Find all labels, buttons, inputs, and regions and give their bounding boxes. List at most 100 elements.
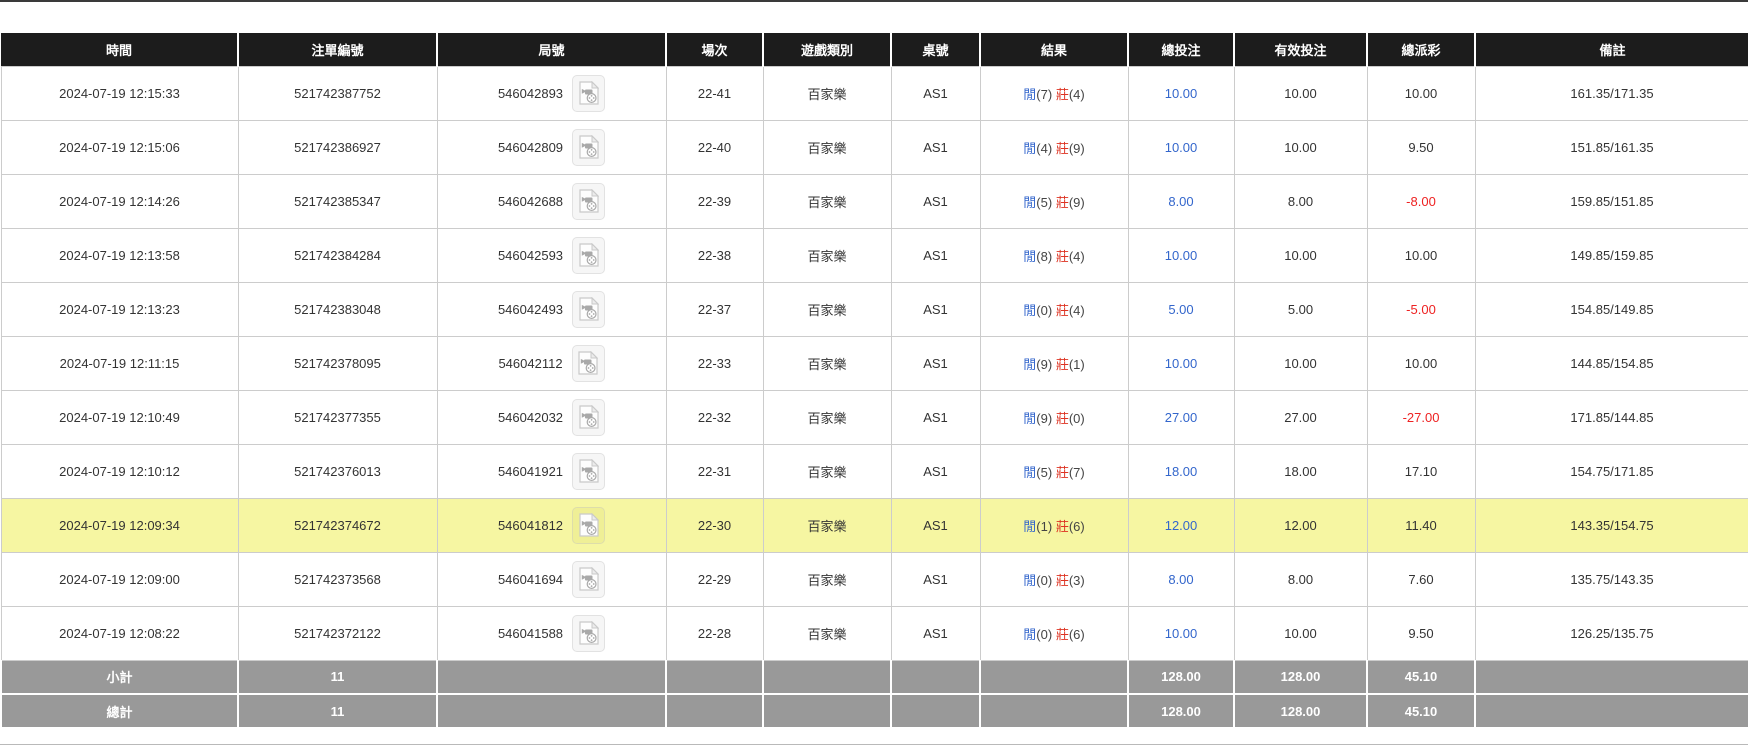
- round-id-value: 546042809: [497, 139, 564, 155]
- cell-round-id: 546042493: [436, 281, 667, 337]
- video-replay-button[interactable]: [572, 506, 606, 544]
- result-player-label: 閒: [1023, 572, 1037, 588]
- result-banker-label: 莊: [1055, 464, 1069, 480]
- cell-session: 22-29: [665, 551, 764, 607]
- result-banker-label: 莊: [1055, 194, 1069, 210]
- result-player-label: 閒: [1023, 140, 1037, 156]
- video-replay-button[interactable]: [571, 344, 605, 382]
- table-row: 2024-07-19 12:13:23 521742383048 5460424…: [0, 281, 1748, 337]
- col-header-round-id: 局號: [436, 33, 667, 66]
- cell-round-id: 546042893: [436, 65, 667, 121]
- round-id-value: 546042593: [497, 247, 564, 263]
- total-bet-link[interactable]: 5.00: [1168, 301, 1194, 317]
- cell-game-type: 百家樂: [762, 605, 892, 661]
- table-row: 2024-07-19 12:09:00 521742373568 5460416…: [0, 551, 1748, 607]
- total-bet-link[interactable]: 8.00: [1168, 193, 1194, 209]
- col-header-session: 場次: [665, 33, 764, 66]
- cell-result: 閒(0) 莊(4): [979, 281, 1129, 337]
- cell-result: 閒(5) 莊(9): [979, 173, 1129, 229]
- video-replay-button[interactable]: [572, 614, 606, 652]
- cell-result: 閒(5) 莊(7): [979, 443, 1129, 499]
- result-player-label: 閒: [1023, 248, 1037, 264]
- cell-result: 閒(0) 莊(6): [979, 605, 1129, 661]
- cell-bet-id: 521742383048: [237, 281, 438, 337]
- table-row: 2024-07-19 12:08:22 521742372122 5460415…: [0, 605, 1748, 661]
- video-replay-icon: [578, 135, 599, 159]
- cell-session: 22-31: [665, 443, 764, 499]
- video-replay-button[interactable]: [572, 236, 606, 274]
- result-player-score: (9): [1036, 410, 1053, 426]
- total-bet-link[interactable]: 12.00: [1164, 517, 1198, 533]
- cell-time: 2024-07-19 12:11:15: [0, 335, 239, 391]
- cell-remark: 154.85/149.85: [1474, 281, 1748, 337]
- cell-table-id: AS1: [890, 119, 981, 175]
- grand-total-total-bet: 128.00: [1127, 693, 1235, 729]
- grand-total-valid-bet: 128.00: [1233, 693, 1368, 729]
- total-bet-link[interactable]: 18.00: [1164, 463, 1198, 479]
- video-replay-button[interactable]: [572, 398, 606, 436]
- result-player-label: 閒: [1023, 518, 1037, 534]
- total-bet-link[interactable]: 10.00: [1164, 355, 1198, 371]
- table-row: 2024-07-19 12:14:26 521742385347 5460426…: [0, 173, 1748, 229]
- cell-total-bet: 10.00: [1127, 605, 1235, 661]
- round-id-value: 546041812: [497, 517, 564, 533]
- subtotal-payout: 45.10: [1366, 659, 1476, 695]
- cell-round-id: 546042688: [436, 173, 667, 229]
- cell-table-id: AS1: [890, 443, 981, 499]
- col-header-remark: 備註: [1474, 33, 1748, 66]
- result-banker-label: 莊: [1055, 86, 1069, 102]
- result-banker-score: (3): [1068, 572, 1085, 588]
- result-banker-label: 莊: [1055, 572, 1069, 588]
- cell-total-bet: 12.00: [1127, 497, 1235, 553]
- cell-bet-id: 521742374672: [237, 497, 438, 553]
- total-bet-link[interactable]: 8.00: [1168, 571, 1194, 587]
- table-row: 2024-07-19 12:09:34 521742374672 5460418…: [0, 497, 1748, 553]
- cell-remark: 159.85/151.85: [1474, 173, 1748, 229]
- total-bet-link[interactable]: 10.00: [1164, 625, 1198, 641]
- total-bet-link[interactable]: 27.00: [1164, 409, 1198, 425]
- video-replay-button[interactable]: [572, 560, 606, 598]
- bet-history-table: 時間 注單編號 局號 場次 遊戲類別 桌號 結果 總投注 有效投注 總派彩 備註…: [0, 33, 1748, 729]
- table-row: 2024-07-19 12:13:58 521742384284 5460425…: [0, 227, 1748, 283]
- video-replay-button[interactable]: [572, 452, 606, 490]
- result-player-label: 閒: [1023, 356, 1037, 372]
- video-replay-icon: [578, 405, 599, 429]
- video-replay-button[interactable]: [572, 182, 606, 220]
- cell-time: 2024-07-19 12:13:23: [0, 281, 239, 337]
- total-bet-link[interactable]: 10.00: [1164, 85, 1198, 101]
- total-bet-link[interactable]: 10.00: [1164, 139, 1198, 155]
- video-replay-button[interactable]: [572, 74, 606, 112]
- result-banker-score: (6): [1068, 518, 1085, 534]
- cell-remark: 149.85/159.85: [1474, 227, 1748, 283]
- cell-result: 閒(8) 莊(4): [979, 227, 1129, 283]
- video-replay-button[interactable]: [572, 128, 606, 166]
- cell-round-id: 546041921: [436, 443, 667, 499]
- col-header-time: 時間: [1, 33, 239, 66]
- result-banker-score: (6): [1068, 626, 1085, 642]
- cell-bet-id: 521742373568: [237, 551, 438, 607]
- video-replay-icon: [578, 189, 599, 213]
- cell-time: 2024-07-19 12:14:26: [0, 173, 239, 229]
- result-banker-score: (4): [1068, 248, 1085, 264]
- cell-table-id: AS1: [890, 173, 981, 229]
- cell-valid-bet: 5.00: [1233, 281, 1368, 337]
- col-header-payout: 總派彩: [1366, 33, 1476, 66]
- cell-payout: 7.60: [1366, 551, 1476, 607]
- cell-total-bet: 10.00: [1127, 119, 1235, 175]
- cell-total-bet: 18.00: [1127, 443, 1235, 499]
- cell-total-bet: 8.00: [1127, 173, 1235, 229]
- cell-bet-id: 521742386927: [237, 119, 438, 175]
- cell-payout: -8.00: [1366, 173, 1476, 229]
- video-replay-button[interactable]: [572, 290, 606, 328]
- cell-valid-bet: 10.00: [1233, 65, 1368, 121]
- cell-session: 22-40: [665, 119, 764, 175]
- cell-bet-id: 521742387752: [237, 65, 438, 121]
- cell-session: 22-37: [665, 281, 764, 337]
- grand-total-payout: 45.10: [1366, 693, 1476, 729]
- table-row: 2024-07-19 12:10:49 521742377355 5460420…: [0, 389, 1748, 445]
- cell-round-id: 546042112: [436, 335, 667, 391]
- cell-time: 2024-07-19 12:15:06: [0, 119, 239, 175]
- cell-payout: 11.40: [1366, 497, 1476, 553]
- subtotal-valid-bet: 128.00: [1233, 659, 1368, 695]
- total-bet-link[interactable]: 10.00: [1164, 247, 1198, 263]
